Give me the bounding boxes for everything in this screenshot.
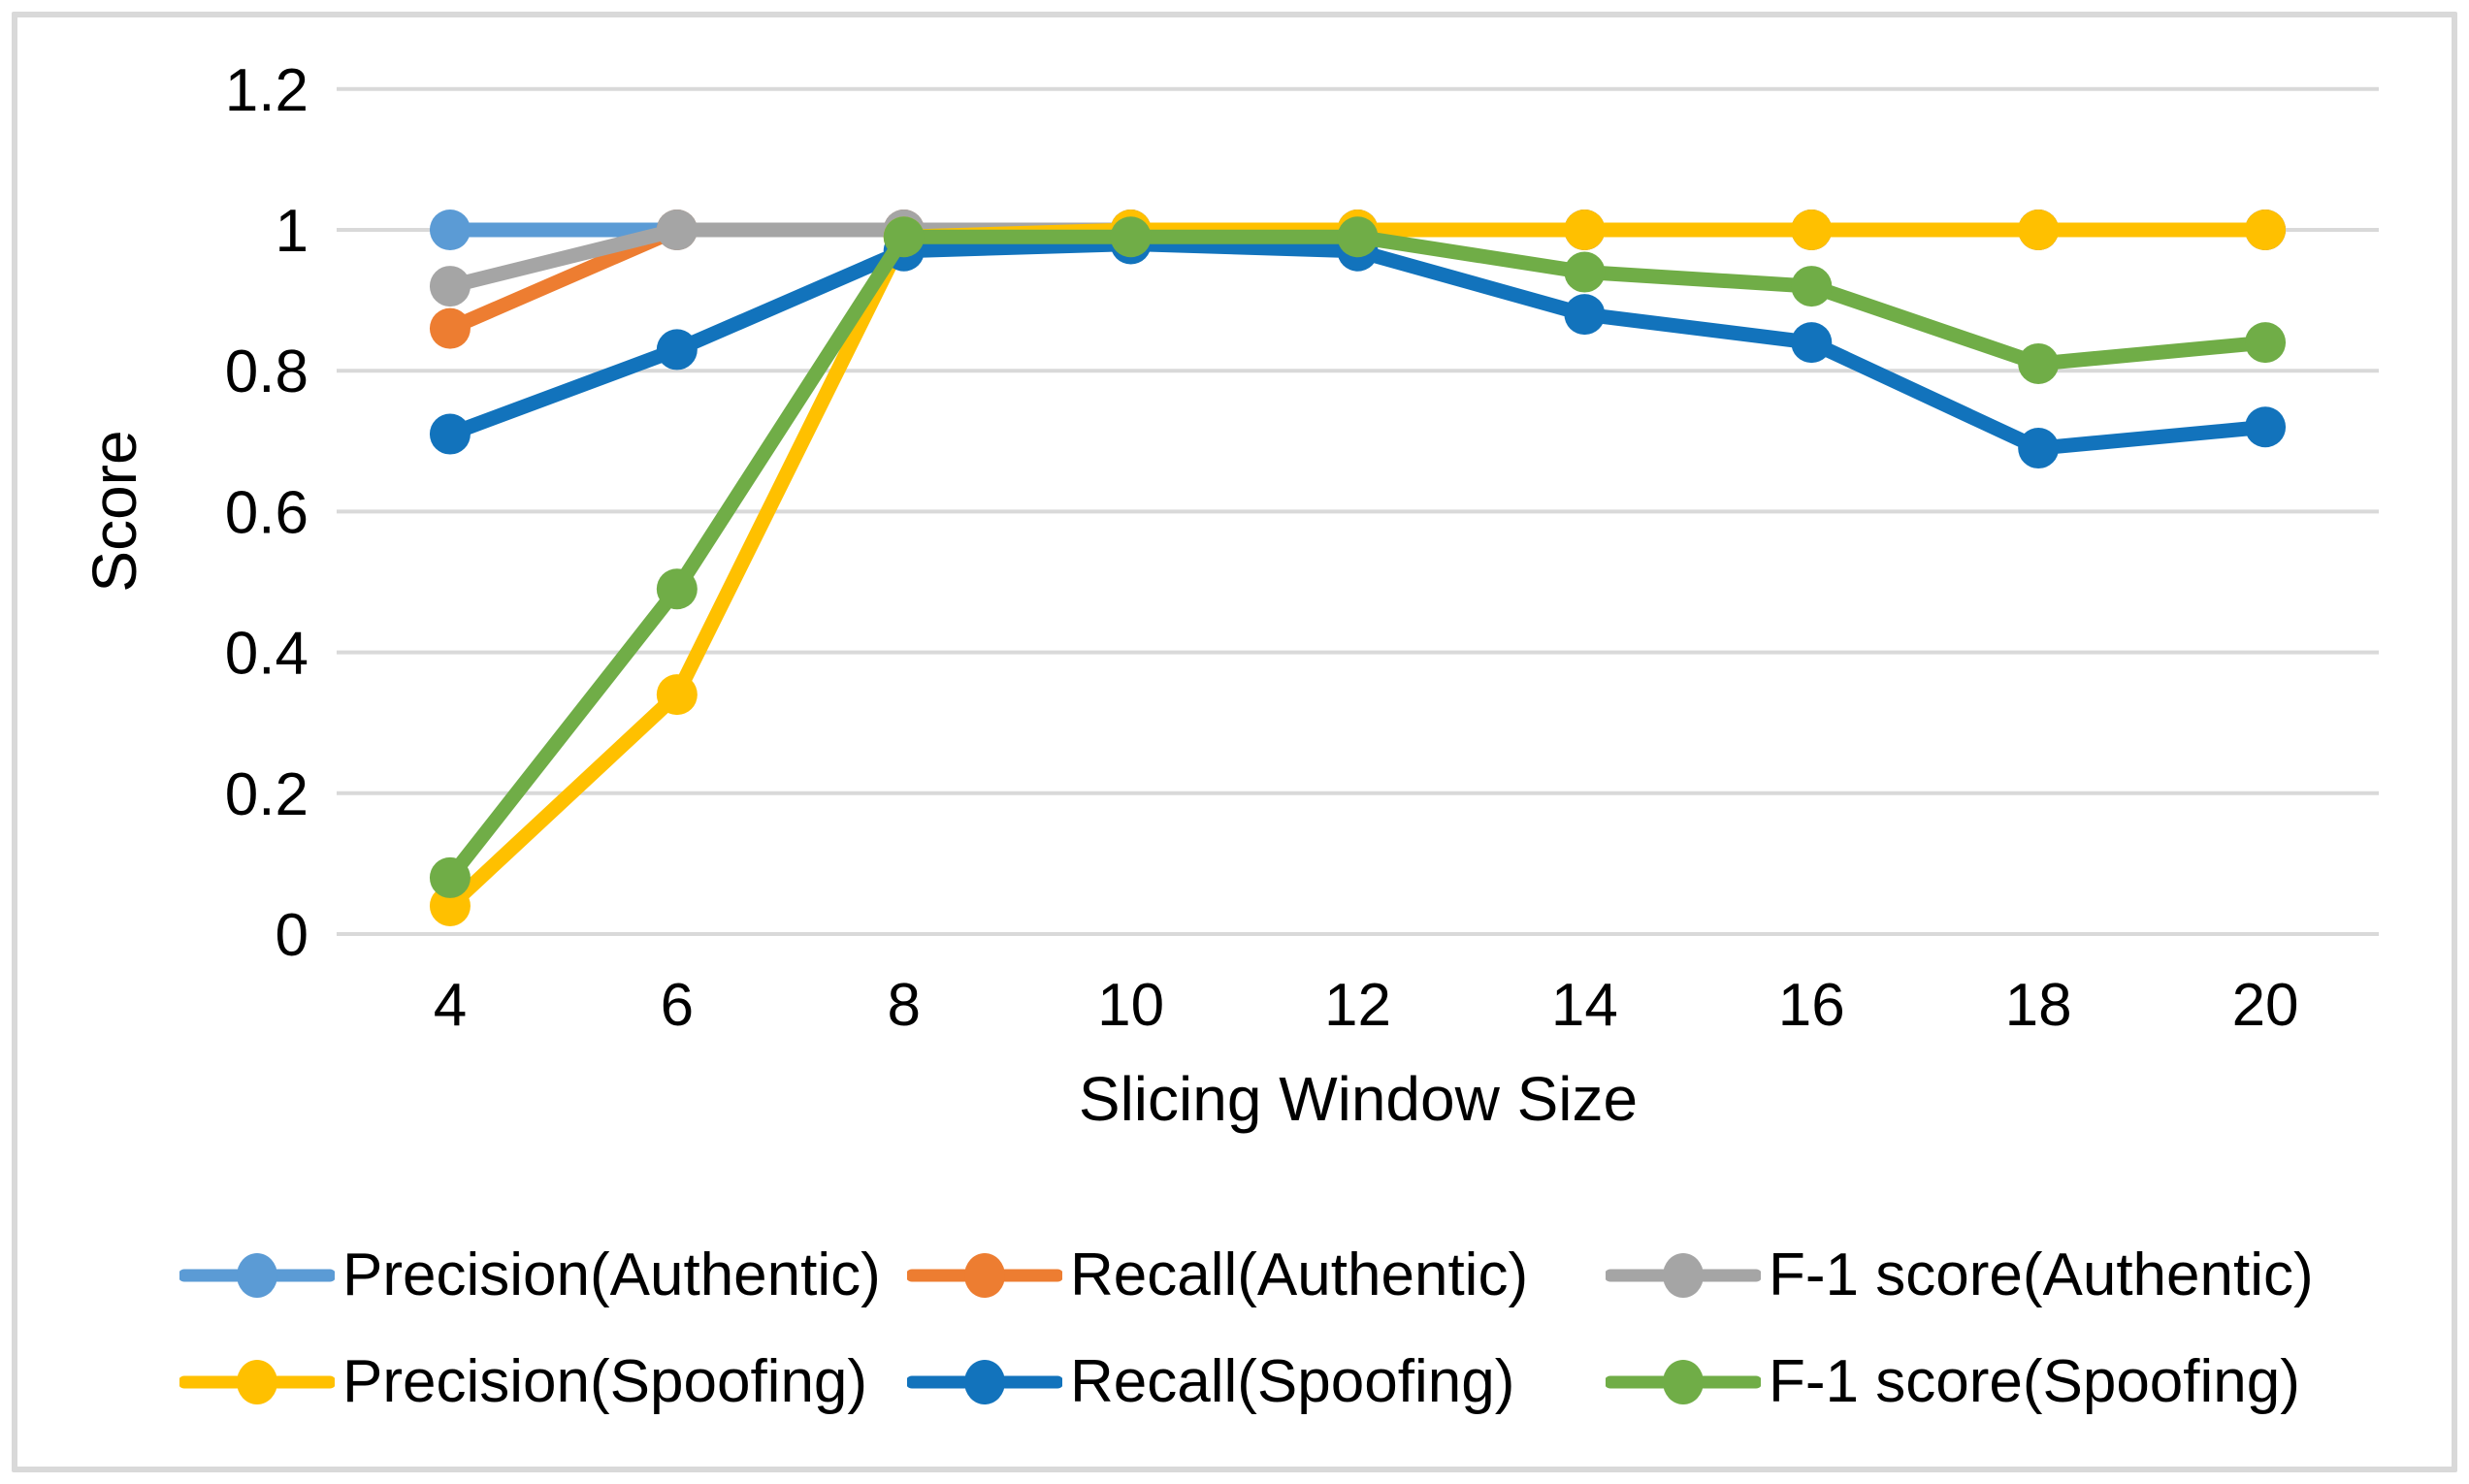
series-marker-precision-spoofing [1791,210,1833,250]
series-marker-recall-authentic [429,307,471,349]
series-marker-precision-authentic [429,210,471,250]
x-tick-label: 8 [887,972,920,1039]
legend-item-recall-spoofing: Recall(Spoofing) [907,1352,1606,1412]
legend-item-precision-spoofing: Precision(Spoofing) [179,1352,907,1412]
series-marker-recall-spoofing [2245,406,2287,448]
series-marker-f-1-score-spoofing [1791,266,1833,307]
line-marker-icon [907,1253,1062,1298]
y-tick-label: 1 [276,198,309,265]
legend-label: F-1 score(Authentic) [1769,1242,2314,1308]
series-marker-recall-spoofing [1791,322,1833,364]
y-axis-title: Score [80,430,149,592]
x-tick-label: 14 [1551,972,1618,1039]
series-marker-f-1-score-spoofing [1564,251,1606,293]
y-tick-label: 0.2 [225,761,309,828]
legend: Precision(Authentic) Recall(Authentic) F… [179,1245,2314,1412]
series-marker-precision-spoofing [2245,210,2287,250]
y-tick-label: 0 [276,902,309,969]
series-marker-recall-spoofing [1564,294,1606,336]
series-marker-f-1-score-spoofing [1337,216,1379,258]
series-layer [429,210,2287,926]
series-marker-f-1-score-spoofing [1110,216,1152,258]
series-marker-f-1-score-spoofing [656,568,698,610]
series-marker-f-1-score-spoofing [883,216,925,258]
series-marker-precision-spoofing [656,674,698,716]
legend-item-f1-score-spoofing: F-1 score(Spoofing) [1606,1352,2314,1412]
x-tick-label: 16 [1778,972,1845,1039]
legend-item-recall-authentic: Recall(Authentic) [907,1245,1606,1306]
x-tick-label: 18 [2005,972,2072,1039]
y-tick-label: 1.2 [225,57,309,124]
series-precision-spoofing [429,210,2287,926]
legend-label: Recall(Authentic) [1070,1242,1529,1308]
y-tick-label: 0.6 [225,479,309,546]
series-marker-f-1-score-authentic [429,266,471,307]
series-marker-precision-spoofing [1564,210,1606,250]
series-f-1-score-spoofing [429,216,2287,898]
legend-item-f1-score-authentic: F-1 score(Authentic) [1606,1245,2314,1306]
series-marker-precision-spoofing [2018,210,2060,250]
series-marker-recall-spoofing [656,329,698,371]
series-marker-precision-spoofing [429,885,471,926]
series-marker-f-1-score-spoofing [2018,342,2060,384]
line-marker-icon [179,1360,335,1404]
x-tick-label: 12 [1324,972,1391,1039]
series-marker-f-1-score-spoofing [2245,322,2287,364]
line-marker-icon [1606,1360,1761,1404]
legend-label: Precision(Spoofing) [342,1348,868,1415]
series-marker-f-1-score-spoofing [429,856,471,898]
y-tick-label: 0.8 [225,339,309,405]
line-marker-icon [179,1253,335,1298]
legend-item-precision-authentic: Precision(Authentic) [179,1245,907,1306]
y-tick-label: 0.4 [225,621,309,688]
line-chart: 0 0.2 0.4 0.6 0.8 1 1.2 4 6 8 10 12 14 16 18 20 Score S… [80,57,2379,1134]
tick-labels: 0 0.2 0.4 0.6 0.8 1 1.2 4 6 8 10 12 14 16 18 20 [225,57,2299,1039]
x-tick-label: 4 [434,972,467,1039]
x-tick-label: 10 [1097,972,1164,1039]
series-marker-recall-spoofing [2018,428,2060,469]
series-marker-f-1-score-authentic [656,210,698,250]
line-marker-icon [907,1360,1062,1404]
legend-label: F-1 score(Spoofing) [1769,1348,2300,1415]
x-tick-label: 20 [2232,972,2299,1039]
x-tick-label: 6 [661,972,694,1039]
line-marker-icon [1606,1253,1761,1298]
series-marker-recall-spoofing [429,413,471,455]
x-axis-title: Slicing Window Size [1079,1064,1638,1134]
legend-label: Precision(Authentic) [342,1242,881,1308]
legend-label: Recall(Spoofing) [1070,1348,1515,1415]
